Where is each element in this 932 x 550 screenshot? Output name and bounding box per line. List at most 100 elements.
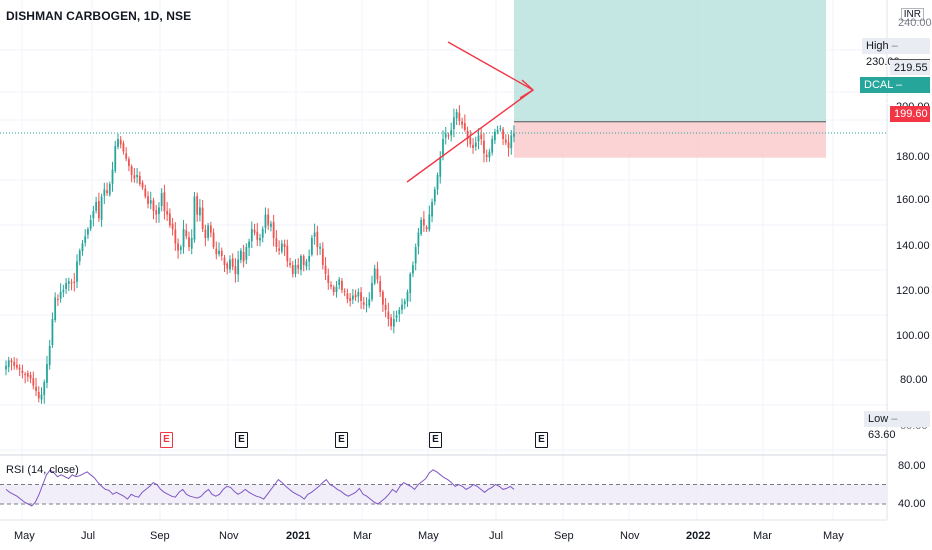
candle-body (16, 364, 18, 368)
candle-body (412, 265, 414, 274)
earnings-marker[interactable]: E (235, 432, 248, 448)
rsi-band (0, 484, 887, 504)
rsi-title[interactable]: RSI (14, close) (6, 464, 79, 476)
candle-body (425, 227, 428, 229)
low-tag: Low – 63.60 (864, 411, 930, 441)
candle-body (89, 220, 92, 229)
candle-body (62, 290, 65, 293)
candle-body (291, 265, 294, 274)
candle-body (335, 286, 338, 293)
earnings-marker[interactable]: E (160, 432, 173, 448)
candle-body (199, 207, 201, 216)
time-tick: Mar (753, 530, 772, 542)
candle-body (229, 259, 231, 270)
candle-body (253, 229, 256, 233)
candle-body (59, 292, 62, 299)
candle-body (310, 238, 313, 255)
candle-body (502, 129, 504, 139)
candle-body (185, 230, 188, 237)
candle-body (280, 243, 283, 252)
candle-body (261, 229, 264, 238)
stop-tag: 199.60 (890, 106, 930, 122)
candle-body (182, 229, 185, 248)
candle-body (56, 299, 59, 301)
candle-body (152, 200, 155, 211)
candle-body (376, 268, 379, 280)
candle-body (78, 250, 81, 262)
candle-body (354, 294, 357, 298)
candle-body (362, 302, 365, 305)
time-tick: Sep (554, 530, 574, 542)
candle-body (117, 139, 119, 147)
candle-body (215, 248, 218, 255)
time-tick: Jul (81, 530, 96, 542)
earnings-marker[interactable]: E (535, 432, 548, 448)
candle-body (439, 157, 442, 177)
candle-body (37, 391, 40, 399)
candle-body (474, 142, 477, 147)
candle-body (5, 365, 7, 370)
candle-body (469, 137, 472, 145)
target-tag: 219.55 (890, 59, 930, 75)
candle-body (70, 282, 73, 284)
earnings-marker[interactable]: E (429, 432, 442, 448)
candle-body (343, 290, 346, 292)
candle-body (466, 130, 469, 139)
candle-body (259, 238, 261, 241)
candle-body (294, 265, 297, 274)
candle-body (196, 196, 199, 215)
candle-body (158, 207, 160, 214)
candle-body (87, 229, 89, 235)
candle-body (103, 189, 106, 196)
price-tick: 160.00 (896, 194, 930, 206)
candle-body (477, 135, 480, 142)
candle-body (406, 292, 409, 302)
candle-body (43, 382, 46, 396)
candle-body (231, 258, 234, 267)
candle-body (160, 193, 163, 207)
candle-body (319, 247, 321, 249)
candle-body (384, 304, 387, 310)
candle-body (433, 189, 436, 202)
candle-body (73, 281, 76, 283)
high-label: High (866, 40, 889, 52)
candle-body (136, 175, 138, 178)
earnings-marker[interactable]: E (335, 432, 348, 448)
target-zone (514, 0, 826, 122)
candle-body (147, 196, 149, 204)
candle-body (450, 130, 453, 136)
candle-body (504, 139, 507, 143)
candle-body (275, 238, 278, 247)
price-tick: 80.00 (900, 374, 928, 386)
candle-body (447, 135, 450, 137)
triangle-arrow (519, 79, 535, 99)
candle-body (444, 133, 447, 138)
candle-body (130, 166, 133, 175)
rsi-tick-40: 40.00 (898, 498, 926, 510)
candle-body (234, 266, 237, 274)
candle-body (223, 257, 226, 265)
candle-body (166, 210, 169, 215)
last-price-tag: DCAL – 213.30 (860, 77, 930, 107)
currency-badge[interactable]: INR (900, 8, 924, 21)
candle-body (190, 238, 193, 249)
candle-body (316, 231, 319, 247)
candle-body (403, 301, 406, 305)
price-tick: 120.00 (896, 285, 930, 297)
candle-body (138, 175, 141, 184)
candle-body (204, 229, 207, 238)
candle-body (463, 123, 466, 130)
candle-body (218, 250, 220, 255)
candle-body (193, 196, 196, 240)
candle-body (431, 202, 433, 217)
candle-body (422, 219, 425, 226)
candle-body (349, 298, 352, 301)
candle-body (212, 232, 215, 247)
candle-body (305, 261, 308, 267)
time-tick: Jul (489, 530, 504, 542)
candle-body (188, 237, 190, 247)
low-value: 63.60 (868, 429, 896, 441)
candle-body (365, 304, 368, 306)
triangle-lower-line (406, 89, 534, 183)
